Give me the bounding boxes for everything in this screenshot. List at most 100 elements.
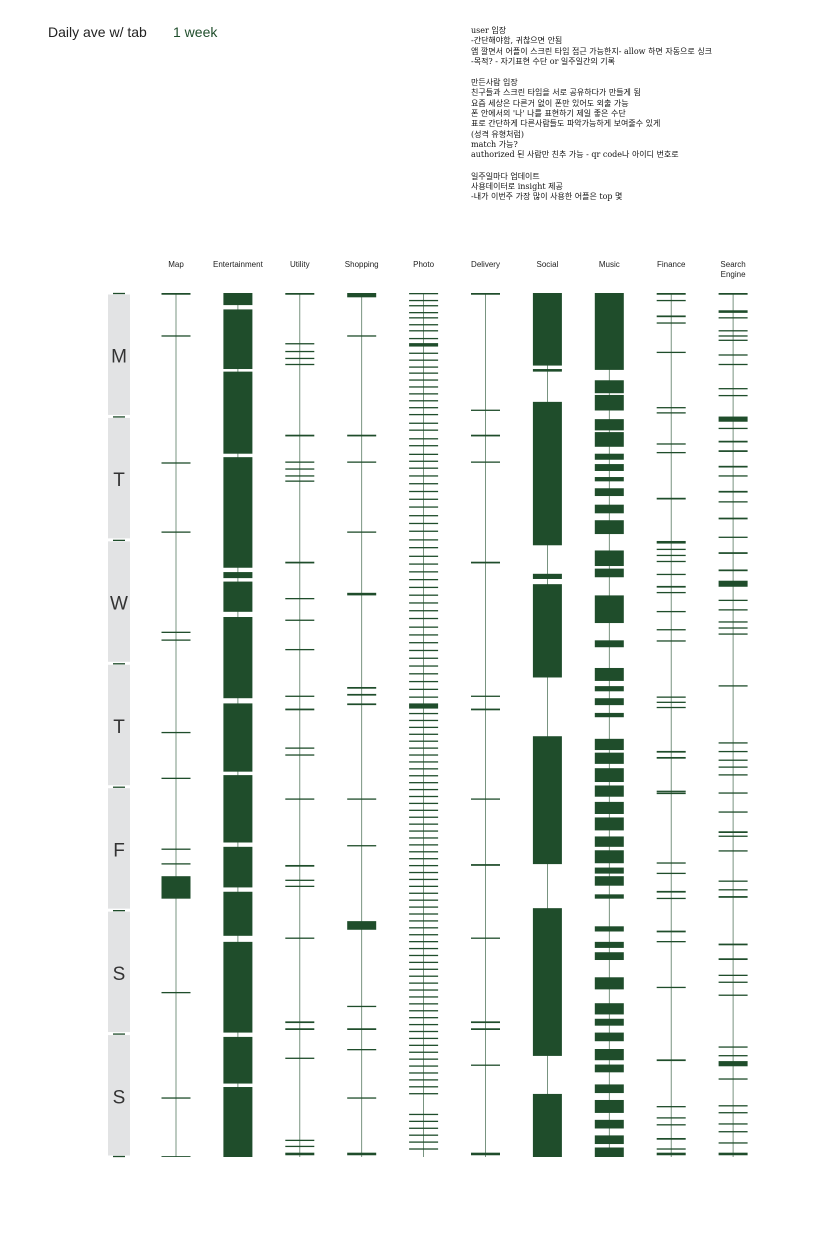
usage-bar — [347, 686, 377, 689]
usage-bar — [656, 315, 686, 318]
usage-bar — [161, 991, 191, 994]
usage-bar — [409, 475, 439, 477]
usage-bar — [285, 461, 315, 463]
usage-bar — [594, 738, 624, 751]
usage-bar — [409, 586, 439, 589]
usage-bar — [347, 921, 377, 930]
usage-bar — [594, 712, 624, 718]
usage-bar — [532, 1093, 562, 1157]
usage-bar — [656, 497, 686, 500]
usage-bar — [409, 788, 439, 791]
column-label: Search — [720, 260, 745, 269]
usage-bar — [161, 293, 191, 295]
usage-bar — [285, 695, 315, 697]
note-line: (성격 유형처럼) — [471, 129, 524, 139]
usage-bar — [409, 312, 439, 314]
usage-bar — [656, 540, 686, 544]
usage-bar — [656, 443, 686, 445]
usage-bar — [594, 504, 624, 514]
usage-bar — [223, 703, 253, 772]
usage-bar — [409, 941, 439, 943]
usage-bar — [718, 621, 748, 623]
usage-bar — [347, 531, 377, 533]
usage-bar — [409, 305, 439, 307]
usage-bar — [285, 1145, 315, 1148]
usage-bar — [409, 467, 439, 469]
usage-bar — [409, 626, 439, 628]
usage-bar — [409, 330, 439, 332]
usage-bar — [409, 878, 439, 881]
column-label: Finance — [657, 260, 686, 269]
usage-bar — [409, 1120, 439, 1123]
usage-bar — [409, 1030, 439, 1033]
usage-bar — [409, 1017, 439, 1019]
column-label: Social — [537, 260, 559, 269]
usage-bar — [718, 354, 748, 356]
usage-bar — [409, 366, 439, 368]
note-line: user 입장 — [471, 26, 507, 35]
usage-bar — [656, 412, 686, 414]
usage-bar — [594, 488, 624, 497]
column-label: Map — [168, 260, 184, 269]
usage-bar — [409, 823, 439, 825]
usage-bar — [718, 394, 748, 397]
usage-bar — [223, 941, 253, 1033]
usage-bar — [285, 480, 315, 482]
usage-bar — [718, 835, 748, 837]
usage-bar — [409, 563, 439, 565]
usage-bar — [718, 416, 748, 422]
usage-bar — [409, 913, 439, 915]
usage-bar — [161, 335, 191, 337]
usage-bar — [718, 811, 748, 813]
usage-bar — [718, 536, 748, 538]
note-line: 친구들과 스크린 타임을 서로 공유하다가 만들게 됨 — [471, 88, 641, 98]
usage-bar — [594, 1003, 624, 1015]
column-label: Utility — [290, 260, 310, 269]
usage-bar — [718, 1046, 748, 1048]
day-band — [108, 541, 130, 662]
usage-bar — [409, 299, 439, 302]
usage-bar — [594, 1119, 624, 1129]
usage-bar — [161, 1097, 191, 1099]
usage-bar — [718, 1055, 748, 1057]
day-label: S — [113, 964, 126, 985]
usage-bar — [347, 1097, 377, 1099]
usage-bar — [471, 864, 500, 866]
usage-bar — [656, 790, 686, 792]
usage-bar — [409, 453, 439, 456]
usage-bar — [409, 747, 439, 749]
usage-bar — [718, 850, 748, 852]
usage-bar — [161, 848, 191, 850]
usage-bar — [718, 1131, 748, 1133]
usage-bar — [285, 293, 315, 295]
usage-bar — [409, 1065, 439, 1067]
usage-bar — [718, 880, 748, 882]
usage-bar — [409, 1148, 439, 1150]
usage-bar — [656, 591, 686, 594]
usage-bar — [409, 343, 439, 347]
usage-bar — [471, 937, 500, 939]
usage-bar — [718, 742, 748, 744]
note-line: -목적? - 자기표현 수단 or 일주일간의 기록 — [471, 56, 615, 66]
note-line: 요즘 세상은 다른거 없이 폰만 있어도 외출 가능 — [471, 98, 629, 108]
usage-bar — [656, 750, 686, 753]
usage-bar — [718, 1061, 748, 1067]
usage-bar — [656, 1148, 686, 1150]
usage-bar — [718, 981, 748, 983]
planning-notes: user 입장 -간단해야함, 귀찮으면 안됨 앱 깔면서 어플이 스크린 타임 접… — [471, 26, 816, 202]
usage-bar — [409, 1058, 439, 1060]
usage-bar — [471, 708, 500, 711]
usage-bar — [409, 989, 439, 991]
date-range-label[interactable]: 1 week — [173, 24, 218, 40]
usage-bar — [409, 1093, 439, 1095]
usage-bar — [347, 461, 377, 463]
usage-bar — [285, 1021, 315, 1024]
usage-bar — [656, 872, 686, 875]
usage-bar — [161, 876, 191, 899]
usage-bar — [471, 1028, 500, 1030]
usage-bar — [223, 1036, 253, 1084]
usage-bar — [656, 792, 686, 795]
usage-bar — [285, 357, 315, 360]
usage-bar — [656, 407, 686, 409]
usage-bar — [347, 845, 377, 847]
